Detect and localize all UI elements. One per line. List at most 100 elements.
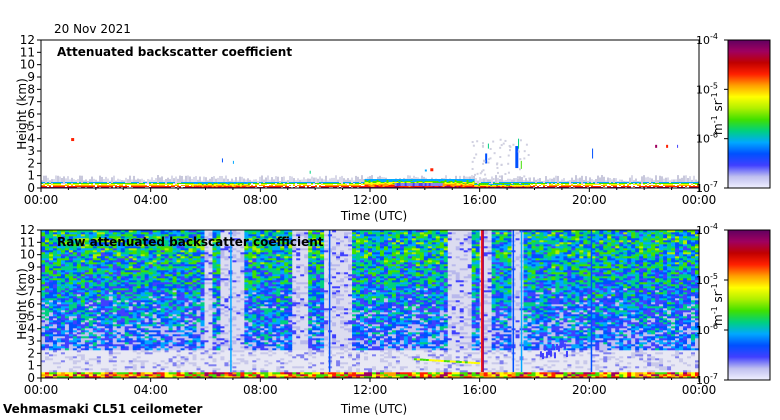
heatmap-cell [315, 177, 317, 184]
heatmap-cell [406, 183, 409, 186]
heatmap-cell [108, 276, 114, 279]
heatmap-cell [430, 179, 433, 180]
heatmap-cell [56, 298, 62, 301]
heatmap-cell [156, 266, 161, 269]
heatmap-cell [112, 278, 118, 281]
heatmap-cell [120, 364, 126, 367]
heatmap-cell [112, 260, 118, 263]
heatmap-cell [233, 183, 236, 184]
heatmap-cell [45, 186, 47, 187]
heatmap-cell [695, 184, 697, 185]
heatmap-cell [213, 182, 216, 183]
heatmap-cell [52, 280, 58, 283]
heatmap-cell [136, 374, 141, 377]
heatmap-cell [485, 177, 487, 184]
heatmap-cell [468, 184, 471, 185]
heatmap-cell [124, 320, 130, 323]
heatmap-cell [487, 179, 489, 184]
heatmap-cell [88, 340, 94, 343]
heatmap-cell [81, 186, 83, 187]
heatmap-cell [100, 276, 106, 279]
heatmap-cell [155, 183, 157, 184]
heatmap-cell [136, 336, 141, 339]
heatmap-cell [390, 183, 393, 184]
heatmap-cell [507, 162, 510, 165]
heatmap-cell [52, 266, 58, 269]
heatmap-cell [159, 184, 161, 185]
heatmap-cell [41, 374, 46, 377]
heatmap-cell [152, 370, 157, 373]
heatmap-cell [335, 183, 337, 184]
heatmap-cell [671, 186, 673, 187]
heatmap-cell [64, 274, 70, 277]
heatmap-cell [91, 176, 93, 184]
heatmap-cell [101, 186, 103, 187]
heatmap-cell [659, 184, 661, 185]
heatmap-cell [100, 358, 106, 361]
heatmap-cell [363, 184, 365, 185]
heatmap-cell [438, 180, 441, 181]
heatmap-cell [120, 350, 126, 353]
heatmap-cell [487, 143, 489, 149]
heatmap-cell [380, 185, 383, 186]
heatmap-cell [41, 320, 46, 323]
heatmap-cell [56, 232, 62, 235]
heatmap-cell [428, 183, 431, 186]
heatmap-cell [267, 186, 269, 187]
heatmap-cell [41, 270, 46, 273]
heatmap-cell [108, 342, 114, 345]
heatmap-cell [112, 364, 118, 367]
heatmap-cell [85, 182, 87, 183]
heatmap-cell [679, 185, 681, 186]
heatmap-cell [76, 312, 82, 315]
heatmap-cell [76, 356, 82, 359]
heatmap-cell [442, 184, 445, 185]
heatmap-cell [148, 284, 153, 287]
heatmap-cell [355, 185, 357, 186]
heatmap-cell [438, 186, 441, 187]
heatmap-cell [56, 268, 62, 271]
heatmap-cell [144, 278, 149, 281]
heatmap-cell [84, 246, 90, 249]
heatmap-cell [96, 310, 102, 313]
heatmap-cell [72, 292, 78, 295]
heatmap-cell [152, 320, 157, 323]
heatmap-cell [72, 316, 78, 319]
heatmap-cell [112, 306, 118, 309]
heatmap-cell [396, 182, 399, 183]
heatmap-cell [156, 270, 161, 273]
heatmap-cell [454, 181, 457, 182]
heatmap-cell [100, 274, 106, 277]
heatmap-cell [120, 330, 126, 333]
heatmap-cell [553, 177, 555, 184]
heatmap-cell [625, 186, 627, 187]
heatmap-cell [136, 304, 141, 307]
heatmap-cell [629, 186, 631, 187]
heatmap-cell [551, 178, 553, 184]
heatmap-cell [61, 182, 63, 183]
heatmap-cell [448, 186, 451, 187]
heatmap-cell [156, 298, 161, 301]
heatmap-cell [136, 322, 141, 325]
heatmap-cell [152, 342, 157, 345]
heatmap-cell [148, 274, 153, 277]
heatmap-cell [92, 336, 98, 339]
heatmap-cell [128, 300, 134, 303]
heatmap-cell [72, 302, 78, 305]
heatmap-cell [408, 182, 411, 183]
heatmap-cell [203, 186, 206, 187]
heatmap-cell [56, 344, 62, 347]
heatmap-cell [100, 332, 106, 335]
heatmap-cell [88, 326, 94, 329]
heatmap-cell [132, 372, 138, 375]
heatmap-cell [112, 268, 118, 271]
heatmap-cell [237, 182, 240, 183]
heatmap-cell [124, 328, 130, 331]
heatmap-cell [52, 334, 58, 337]
heatmap-cell [88, 350, 94, 353]
heatmap-cell [72, 346, 78, 349]
heatmap-cell [52, 364, 58, 367]
heatmap-cell [104, 312, 110, 315]
heatmap-cell [120, 272, 126, 275]
heatmap-cell [44, 248, 50, 251]
